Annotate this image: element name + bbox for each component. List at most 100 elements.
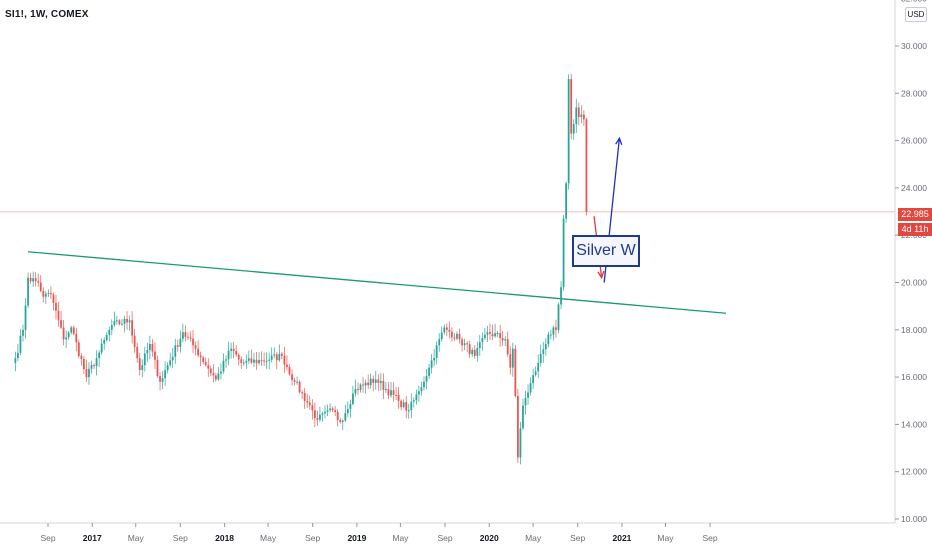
x-tick-label: Sep — [570, 533, 585, 543]
candle-body — [141, 365, 144, 371]
x-tick-label: 2019 — [347, 533, 366, 543]
candle-body — [397, 394, 400, 401]
candle-body — [395, 394, 397, 396]
candle-body — [169, 360, 172, 366]
candle-body — [93, 365, 95, 367]
candle-body — [301, 392, 304, 394]
candle-body — [537, 362, 540, 372]
candle-body — [273, 354, 276, 356]
candle-body — [207, 365, 210, 369]
symbol-title[interactable]: SI1!, 1W, COMEX — [5, 9, 89, 20]
last-price-label: 22.985 — [898, 208, 932, 221]
candle-body — [288, 366, 291, 375]
x-tick-label: 2021 — [612, 533, 631, 543]
silver-w-annotation[interactable]: Silver W — [572, 235, 640, 267]
candle-body — [72, 327, 75, 334]
candle-body — [171, 356, 174, 361]
candle-body — [159, 376, 161, 382]
y-axis[interactable]: 10.00012.00014.00016.00018.00020.00022.0… — [894, 0, 927, 524]
candle-body — [164, 370, 167, 379]
candle-body — [220, 371, 222, 374]
candle-body — [184, 332, 187, 337]
candle-body — [303, 392, 306, 401]
candle-body — [278, 353, 281, 361]
candle-body — [22, 329, 24, 336]
candle-body — [291, 374, 293, 381]
candle-body — [258, 360, 260, 364]
candle-body — [369, 378, 372, 386]
candle-body — [88, 368, 90, 378]
candle-body — [539, 353, 542, 363]
candle-body — [202, 357, 205, 363]
candle-body — [108, 329, 111, 335]
candle-body — [580, 114, 583, 117]
candle-body — [326, 410, 329, 412]
candle-body — [245, 360, 248, 363]
candle-body — [275, 354, 278, 361]
candle-body — [70, 327, 73, 333]
candle-body — [280, 353, 283, 356]
candle-body — [473, 349, 476, 356]
candle-body — [214, 375, 217, 380]
candle-body — [100, 343, 103, 353]
candle-body — [374, 379, 377, 383]
candle-body — [387, 389, 390, 396]
candle-body — [527, 392, 529, 398]
trendline[interactable] — [28, 251, 727, 314]
candle-body — [522, 405, 524, 429]
candle-body — [423, 381, 425, 388]
candle-body — [555, 327, 557, 330]
arrow-down-head — [597, 270, 605, 280]
candle-body — [341, 420, 344, 423]
candle-body — [85, 369, 88, 378]
candle-body — [14, 358, 17, 363]
x-tick-label: 2017 — [83, 533, 102, 543]
candle-body — [52, 294, 55, 303]
candle-body — [410, 401, 413, 411]
candle-body — [174, 345, 177, 357]
candle-body — [311, 405, 314, 411]
x-tick-label: May — [525, 533, 542, 543]
candle-body — [425, 375, 428, 382]
candle-body — [570, 79, 573, 134]
x-tick-label: Sep — [173, 533, 188, 543]
candle-body — [483, 334, 486, 338]
candle-body — [494, 333, 496, 337]
candle-body — [491, 333, 494, 337]
candle-body — [516, 396, 519, 458]
candle-body — [463, 343, 466, 346]
candle-body — [448, 329, 451, 332]
candle-body — [415, 394, 418, 401]
currency-button[interactable]: USD — [905, 7, 927, 22]
x-axis[interactable]: Sep 2017 May Sep 2018 May Sep 2019 May Sep 2020 May… — [0, 522, 895, 543]
candle-body — [359, 384, 362, 390]
candle-body — [451, 331, 453, 338]
candle-body — [481, 337, 484, 343]
candle-body — [392, 390, 395, 395]
candle-body — [377, 379, 380, 383]
candle-body — [486, 332, 489, 335]
candle-body — [331, 408, 334, 411]
candle-body — [557, 304, 560, 330]
candle-body — [232, 348, 235, 352]
candle-body — [354, 388, 357, 394]
x-tick-label: 2018 — [215, 533, 234, 543]
candle-body — [552, 327, 555, 335]
candle-body — [154, 351, 156, 360]
candle-body — [458, 333, 461, 340]
candle-body — [19, 335, 22, 353]
candle-body — [443, 327, 446, 333]
candle-body — [189, 337, 192, 339]
candle-body — [407, 410, 410, 412]
candle-body — [489, 332, 491, 334]
candle-body — [90, 365, 93, 369]
candle-body — [577, 107, 580, 117]
candle-body — [255, 359, 258, 364]
candle-body — [138, 358, 141, 371]
candle-body — [50, 293, 52, 295]
candle-body — [532, 375, 535, 384]
trendline-line[interactable] — [28, 251, 727, 314]
candle-body — [217, 373, 220, 380]
candle-body — [466, 343, 469, 345]
